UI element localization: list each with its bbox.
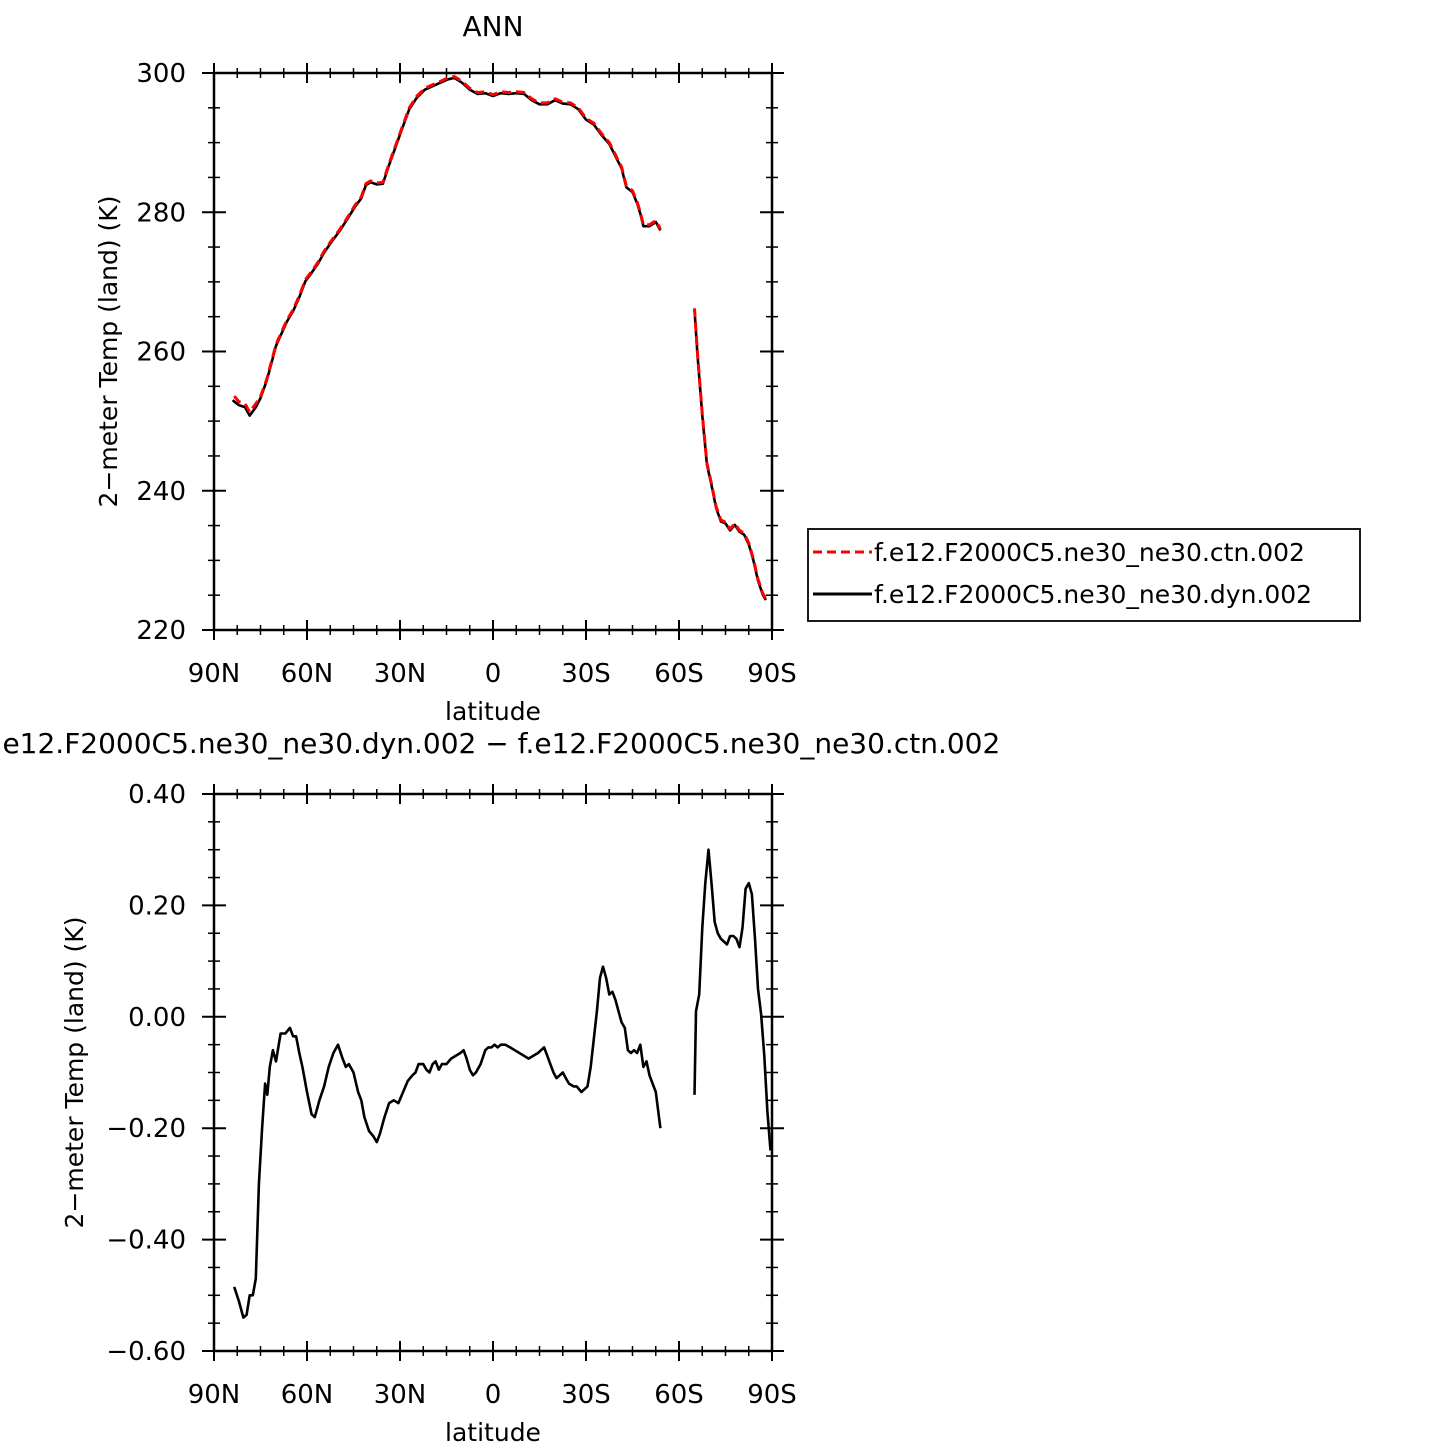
y-axis-label: 2−meter Temp (land) (K) [94, 196, 123, 508]
x-tick-label: 30N [374, 1380, 427, 1410]
plot-frame [212, 792, 774, 1353]
series-line-ctn-segment-1 [693, 308, 768, 600]
x-tick-label: 60N [281, 659, 334, 689]
y-tick-label: −0.60 [106, 1337, 186, 1367]
series-line-dyn-segment-0 [231, 76, 662, 417]
y-axis-label: 2−meter Temp (land) (K) [60, 917, 89, 1229]
top-panel-title: ANN [462, 10, 523, 43]
y-tick-label: 0.20 [128, 891, 186, 921]
y-tick-label: −0.40 [106, 1226, 186, 1256]
bottom-panel: 90N 60N 30N 0 30S 60S 90S −0.60 −0.40 −0.20 0.00 0.… [60, 780, 797, 1447]
x-tick-label: 60N [281, 1380, 334, 1410]
y-tick-label: 300 [136, 59, 186, 89]
x-axis-label: latitude [445, 697, 541, 726]
y-tick-label: 220 [136, 616, 186, 646]
plot-frame [212, 71, 774, 632]
bottom-panel-title: f.e12.F2000C5.ne30_ne30.dyn.002 − f.e12.… [0, 727, 1000, 760]
x-tick-label: 60S [654, 659, 704, 689]
legend-label: f.e12.F2000C5.ne30_ne30.ctn.002 [874, 538, 1305, 567]
x-tick-label: 90N [188, 659, 241, 689]
y-tick-label: 240 [136, 477, 186, 507]
x-tick-label: 90N [188, 1380, 241, 1410]
y-tick-label: −0.20 [106, 1114, 186, 1144]
y-tick-label: 260 [136, 338, 186, 368]
x-tick-label: 60S [654, 1380, 704, 1410]
y-tick-label: 0.40 [128, 780, 186, 810]
series-line-ctn-segment-0 [233, 75, 662, 414]
top-panel: 90N 60N 30N 0 30S 60S 90S 220 240 260 280 300 latitu… [94, 59, 797, 726]
series-line-dyn-segment-1 [693, 848, 772, 1151]
x-tick-label: 30N [374, 659, 427, 689]
series-line-dyn-segment-0 [232, 965, 662, 1319]
x-tick-label: 0 [485, 1380, 502, 1410]
y-tick-label: 0.00 [128, 1003, 186, 1033]
x-tick-label: 90S [747, 659, 797, 689]
x-tick-label: 90S [747, 1380, 797, 1410]
x-tick-label: 30S [561, 1380, 611, 1410]
y-tick-label: 280 [136, 198, 186, 228]
legend-label: f.e12.F2000C5.ne30_ne30.dyn.002 [874, 580, 1312, 609]
x-tick-label: 30S [561, 659, 611, 689]
x-tick-label: 0 [485, 659, 502, 689]
legend: f.e12.F2000C5.ne30_ne30.ctn.002 f.e12.F20… [807, 528, 1361, 622]
legend-box [807, 528, 1361, 622]
x-axis-label: latitude [445, 1418, 541, 1447]
